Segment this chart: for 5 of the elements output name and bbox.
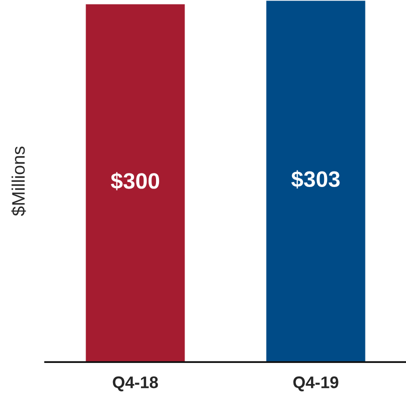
data-label: $300	[110, 172, 160, 190]
x-tick-label: Q4-18	[112, 376, 158, 392]
data-label: $303	[291, 170, 340, 188]
x-tick-label: Q4-19	[293, 376, 338, 392]
y-axis-title: $Millions	[11, 146, 26, 216]
